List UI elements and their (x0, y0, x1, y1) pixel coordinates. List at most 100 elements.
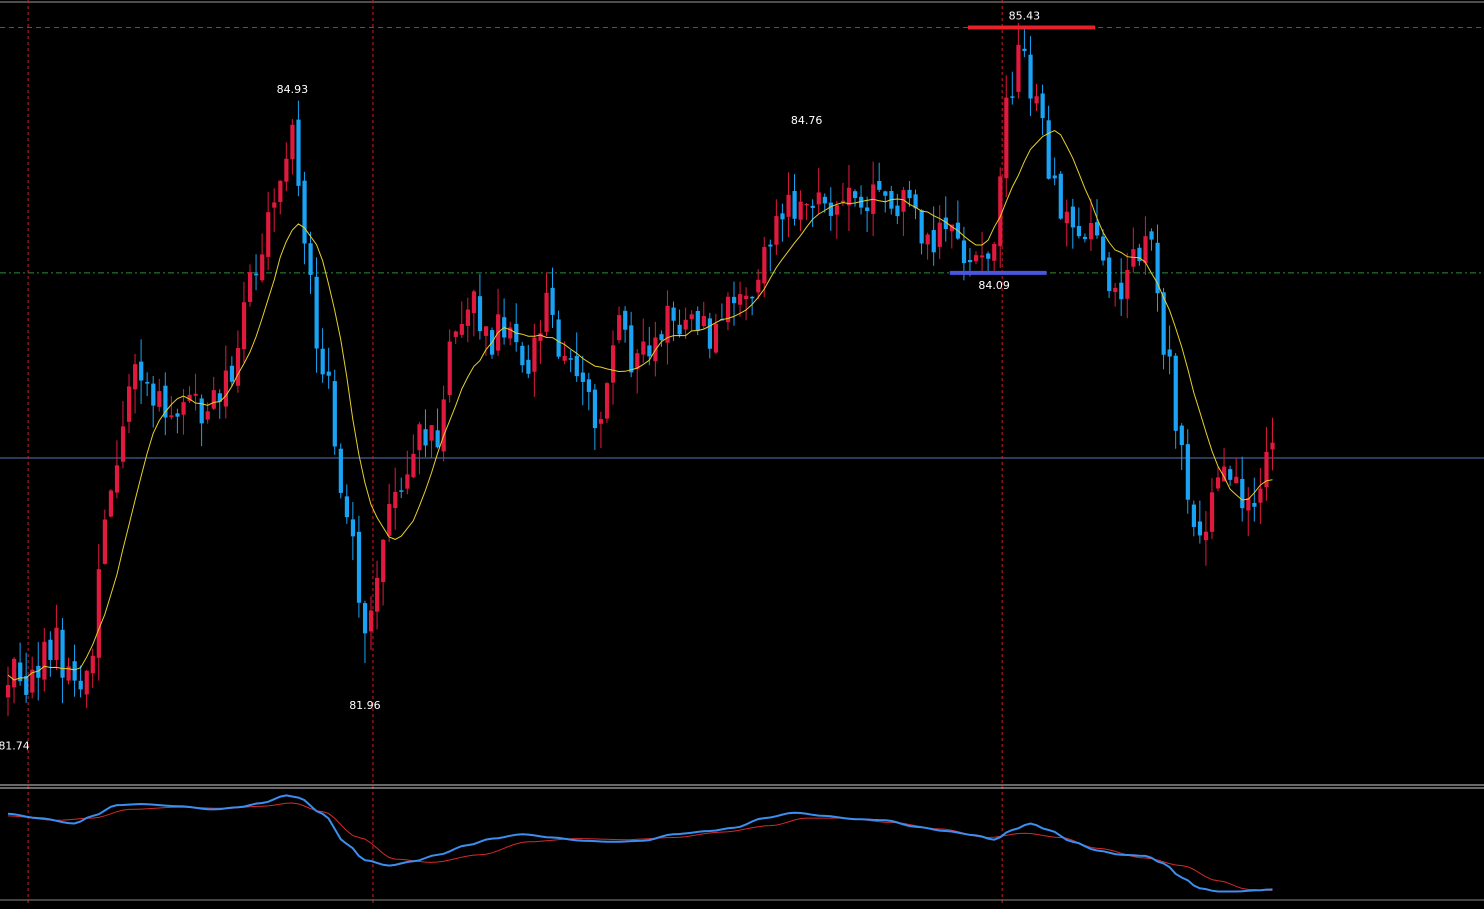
candle-body (1040, 93, 1045, 119)
candle (1228, 465, 1233, 486)
candle (1082, 233, 1088, 243)
candle (1034, 83, 1039, 111)
candle-body (810, 205, 815, 208)
candle-body (1095, 222, 1100, 236)
candle (1070, 198, 1075, 249)
candle (1022, 27, 1027, 58)
candle-body (139, 361, 144, 381)
candle-body (822, 196, 827, 204)
candle (151, 375, 156, 428)
candle (992, 241, 997, 273)
candle (556, 310, 561, 359)
candle (798, 190, 803, 232)
candle (1088, 198, 1094, 251)
candle (774, 199, 779, 255)
candle (647, 327, 652, 366)
candle-body (641, 341, 646, 355)
candle-body (792, 191, 797, 219)
candle-body (538, 333, 543, 341)
candle-body (859, 196, 864, 208)
candle (550, 267, 555, 328)
candle (611, 330, 616, 405)
candle-body (235, 347, 241, 386)
candle-body (689, 314, 694, 320)
candle-body (429, 425, 434, 441)
price-label: 84.93 (277, 83, 309, 96)
candle (314, 257, 319, 373)
candle-body (1016, 44, 1021, 92)
candle (471, 289, 477, 337)
candle-body (931, 230, 936, 253)
candle (738, 281, 743, 317)
candle (617, 306, 622, 344)
candle-body (332, 381, 337, 447)
candle-body (725, 296, 731, 323)
candle (1040, 84, 1045, 136)
candle-body (1101, 236, 1106, 261)
candle-body (241, 302, 247, 350)
candle (1209, 478, 1215, 539)
candle-body (1264, 451, 1269, 488)
candle-body (883, 191, 888, 196)
candle-body (1197, 521, 1203, 536)
candle (1101, 229, 1106, 266)
candle-body (1076, 226, 1082, 237)
candle-body (290, 124, 295, 160)
candle (417, 421, 422, 475)
candle (1058, 170, 1063, 220)
candle-body (411, 453, 416, 478)
candle-body (447, 341, 452, 395)
candle-body (90, 655, 95, 674)
candle-body (1125, 269, 1130, 299)
candle-body (369, 610, 374, 632)
candle-body (532, 337, 537, 372)
candle (344, 484, 349, 524)
candle-body (42, 641, 47, 680)
candle (744, 287, 749, 321)
candle-body (151, 383, 156, 406)
candle (1197, 500, 1203, 544)
candle (108, 489, 114, 518)
candle-body (1149, 231, 1154, 240)
candle-body (326, 371, 331, 376)
candle (574, 332, 579, 382)
candle (139, 339, 144, 404)
candle-body (375, 577, 380, 612)
candle-body (804, 203, 809, 206)
candle-body (1082, 236, 1088, 240)
candle-body (713, 323, 719, 353)
candle (1149, 228, 1154, 251)
candle-body (604, 383, 610, 419)
candle-body (756, 279, 761, 293)
candle (810, 199, 815, 227)
candle (459, 301, 464, 339)
candle-body (732, 296, 737, 304)
price-labels-layer: 81.74 84.93 81.96 84.76 84.09 85.43 (0, 9, 1040, 752)
candle-body (1155, 242, 1160, 294)
candle (949, 224, 954, 249)
candle-body (393, 491, 398, 509)
candle-body (901, 190, 906, 212)
candle-body (834, 205, 840, 215)
candle (120, 401, 126, 469)
candle-body (1216, 477, 1221, 489)
candle-body (895, 205, 900, 217)
candle-body (562, 355, 567, 361)
oscillator-main-line (7, 794, 1273, 893)
candle (762, 236, 767, 298)
candle (266, 191, 271, 271)
candle (1016, 22, 1021, 99)
candle (1191, 500, 1196, 537)
candle-body (102, 519, 107, 564)
candle (235, 330, 241, 393)
candle-body (967, 259, 973, 263)
candle-body (1022, 48, 1027, 52)
candle-body (1070, 206, 1075, 228)
candle-body (308, 243, 313, 275)
candle-body (1113, 287, 1118, 293)
candle-body (72, 661, 77, 681)
candle-body (949, 224, 954, 232)
